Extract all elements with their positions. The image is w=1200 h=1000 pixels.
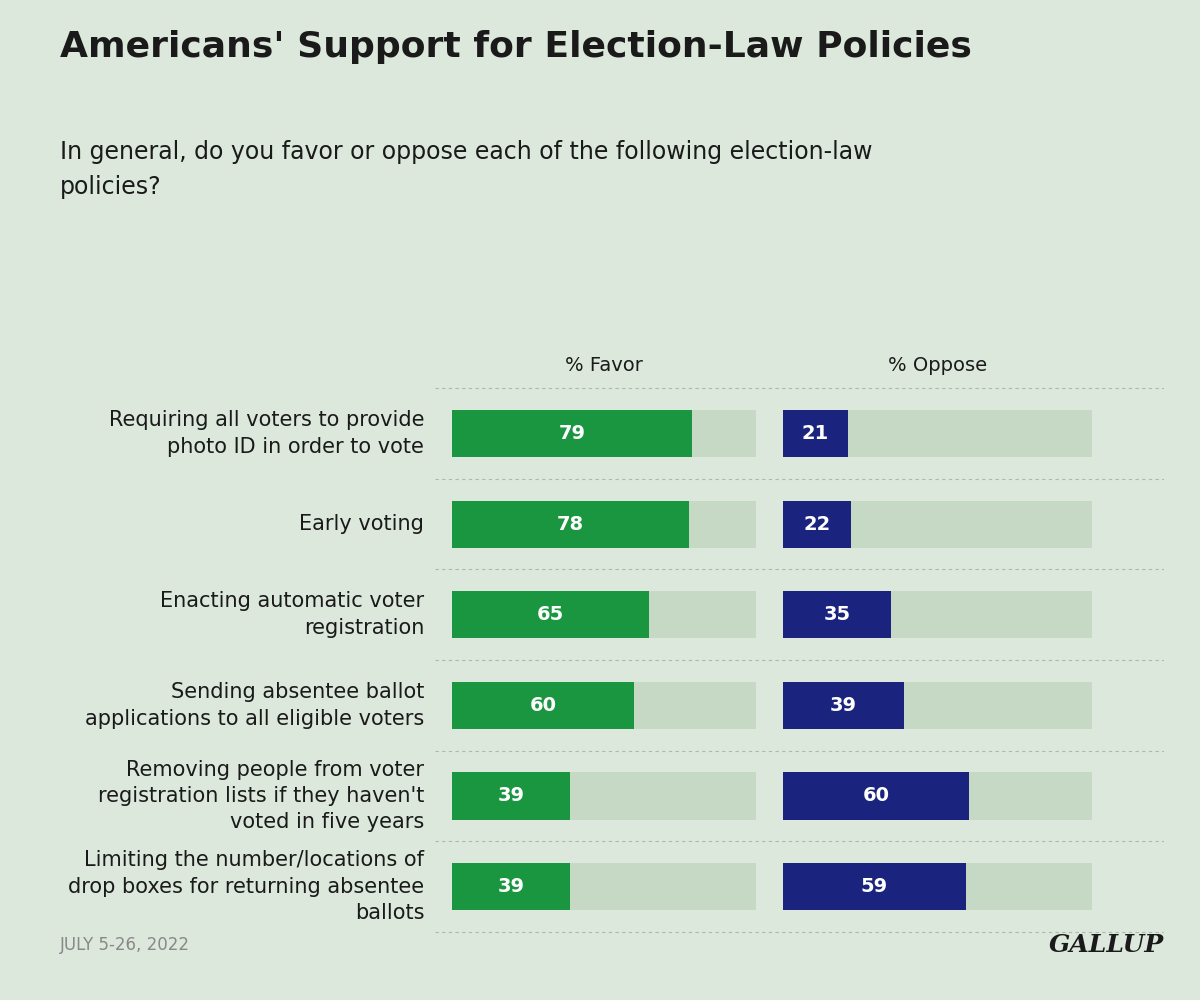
FancyBboxPatch shape <box>784 772 968 820</box>
Text: Removing people from voter
registration lists if they haven't
voted in five year: Removing people from voter registration … <box>98 760 425 832</box>
FancyBboxPatch shape <box>784 410 848 457</box>
Text: 60: 60 <box>529 696 557 715</box>
FancyBboxPatch shape <box>784 410 1092 457</box>
Text: Limiting the number/locations of
drop boxes for returning absentee
ballots: Limiting the number/locations of drop bo… <box>68 850 425 923</box>
Text: JULY 5-26, 2022: JULY 5-26, 2022 <box>60 936 190 954</box>
Text: Americans' Support for Election-Law Policies: Americans' Support for Election-Law Poli… <box>60 30 972 64</box>
FancyBboxPatch shape <box>452 682 634 729</box>
Text: 59: 59 <box>860 877 888 896</box>
Text: 78: 78 <box>557 515 584 534</box>
FancyBboxPatch shape <box>784 591 892 638</box>
FancyBboxPatch shape <box>452 591 756 638</box>
Text: % Favor: % Favor <box>565 356 643 375</box>
Text: Enacting automatic voter
registration: Enacting automatic voter registration <box>160 591 425 638</box>
FancyBboxPatch shape <box>784 591 1092 638</box>
Text: 35: 35 <box>823 605 851 624</box>
FancyBboxPatch shape <box>452 863 570 910</box>
FancyBboxPatch shape <box>452 500 689 548</box>
Text: 79: 79 <box>558 424 586 443</box>
Text: Sending absentee ballot
applications to all eligible voters: Sending absentee ballot applications to … <box>85 682 425 729</box>
FancyBboxPatch shape <box>784 500 1092 548</box>
Text: 60: 60 <box>863 786 889 805</box>
FancyBboxPatch shape <box>452 410 691 457</box>
Text: Requiring all voters to provide
photo ID in order to vote: Requiring all voters to provide photo ID… <box>109 410 425 457</box>
Text: % Oppose: % Oppose <box>888 356 988 375</box>
FancyBboxPatch shape <box>784 682 904 729</box>
FancyBboxPatch shape <box>784 500 851 548</box>
FancyBboxPatch shape <box>784 863 1092 910</box>
FancyBboxPatch shape <box>452 772 570 820</box>
Text: GALLUP: GALLUP <box>1049 933 1164 957</box>
FancyBboxPatch shape <box>452 500 756 548</box>
Text: 65: 65 <box>536 605 564 624</box>
Text: Early voting: Early voting <box>300 514 425 534</box>
Text: 39: 39 <box>830 696 857 715</box>
FancyBboxPatch shape <box>452 410 756 457</box>
FancyBboxPatch shape <box>452 772 756 820</box>
Text: 21: 21 <box>802 424 829 443</box>
FancyBboxPatch shape <box>784 772 1092 820</box>
FancyBboxPatch shape <box>452 591 649 638</box>
FancyBboxPatch shape <box>452 863 756 910</box>
Text: 39: 39 <box>498 786 524 805</box>
Text: 22: 22 <box>804 515 830 534</box>
FancyBboxPatch shape <box>784 682 1092 729</box>
FancyBboxPatch shape <box>784 863 966 910</box>
FancyBboxPatch shape <box>452 682 756 729</box>
Text: In general, do you favor or oppose each of the following election-law
policies?: In general, do you favor or oppose each … <box>60 140 872 199</box>
Text: 39: 39 <box>498 877 524 896</box>
